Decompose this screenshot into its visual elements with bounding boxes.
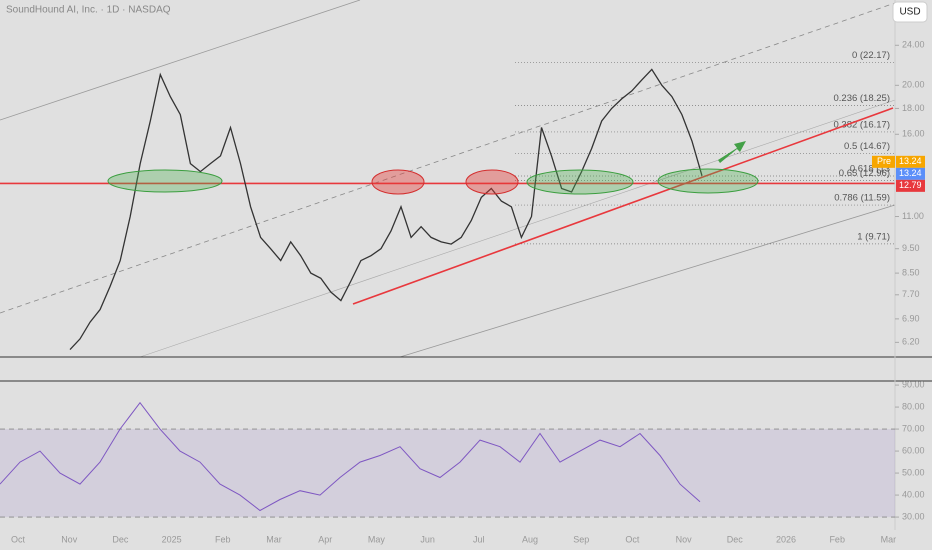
x-tick-label: Nov (676, 534, 693, 544)
channel-line (399, 204, 896, 358)
y-tick-label: 16.00 (902, 129, 925, 139)
x-tick-label: Feb (215, 534, 231, 544)
chart-title: SoundHound AI, Inc. · 1D · NASDAQ (6, 5, 171, 16)
x-tick-label: Dec (112, 534, 129, 544)
x-tick-label: Mar (266, 534, 282, 544)
y-tick-label: 8.50 (902, 267, 920, 277)
x-tick-label: Oct (11, 534, 26, 544)
pre-tag-label: Pre (877, 156, 891, 166)
rsi-tick-label: 90.00 (902, 379, 925, 389)
y-tick-label: 11.00 (902, 211, 924, 221)
price-tag (896, 155, 925, 168)
rsi-tick-label: 40.00 (902, 489, 925, 499)
y-tick-label: 20.00 (902, 80, 925, 90)
fib-label: 0.382 (16.17) (833, 119, 890, 130)
x-tick-label: Jul (473, 534, 485, 544)
x-tick-label: Sep (573, 534, 589, 544)
price-tag-label: 13.24 (899, 168, 922, 178)
fib-label: 0.618 (13 (850, 164, 890, 175)
fib-label: 0 (22.17) (852, 50, 890, 61)
x-tick-label: Mar (881, 534, 897, 544)
price-tag (896, 167, 925, 180)
y-tick-label: 6.90 (902, 313, 920, 323)
rsi-group: 90.00 80.00 70.00 60.00 50.00 40.00 30.00 (0, 379, 925, 521)
x-tick-label: 2025 (162, 534, 182, 544)
channel-line (0, 2, 896, 314)
x-tick-label: Nov (61, 534, 78, 544)
x-tick-label: 2026 (776, 534, 796, 544)
y-tick-label: 6.20 (902, 337, 920, 347)
fib-label: 0.786 (11.59) (834, 193, 890, 204)
channel-line (0, 0, 361, 121)
y-tick-label: 18.00 (902, 103, 925, 113)
rsi-tick-label: 70.00 (902, 423, 925, 433)
price-tag-label: 13.24 (899, 156, 922, 166)
resistance-ellipse (465, 169, 519, 195)
rsi-band (0, 429, 895, 518)
pre-tag (872, 155, 895, 168)
axis-group: 24.00 20.00 18.00 16.00 11.00 9.50 8.50 7.70 6.9… (11, 40, 925, 544)
fib-label: 0.236 (18.25) (833, 93, 890, 104)
x-tick-label: Oct (625, 534, 640, 544)
y-tick-label: 7.70 (902, 289, 920, 299)
y-tick-label: 9.50 (902, 243, 920, 253)
x-tick-label: Feb (829, 534, 845, 544)
fib-label: 1 (9.71) (857, 231, 890, 242)
currency-label[interactable]: USD (899, 7, 920, 18)
support-ellipse (526, 169, 634, 195)
resistance-ellipse (371, 169, 425, 195)
price-tag-label: 12.79 (899, 180, 922, 190)
fib-group: 0 (22.17) 0.236 (18.25) 0.382 (16.17) 0.5 (… (515, 50, 895, 245)
rsi-tick-label: 80.00 (902, 401, 925, 411)
rsi-tick-label: 30.00 (902, 511, 925, 521)
rsi-tick-label: 60.00 (902, 445, 925, 455)
x-tick-label: Aug (522, 534, 538, 544)
y-tick-label: 24.00 (902, 40, 925, 50)
up-arrow (718, 141, 746, 163)
price-tag (896, 179, 925, 192)
rsi-line (0, 401, 701, 512)
price-group (0, 68, 895, 351)
channel-line (139, 99, 896, 358)
x-tick-label: Jun (420, 534, 435, 544)
rsi-tick-label: 50.00 (902, 467, 925, 477)
price-line (69, 68, 703, 351)
fib-label: 0.5 (14.67) (844, 141, 890, 152)
support-ellipse (657, 168, 759, 194)
x-tick-label: May (368, 534, 386, 544)
x-tick-label: Dec (727, 534, 744, 544)
trend-line (352, 107, 894, 305)
support-ellipse (107, 169, 223, 193)
x-tick-label: Apr (318, 534, 332, 544)
currency-button[interactable] (892, 1, 928, 23)
fib-label: 0.65 (12.96) (839, 168, 890, 179)
